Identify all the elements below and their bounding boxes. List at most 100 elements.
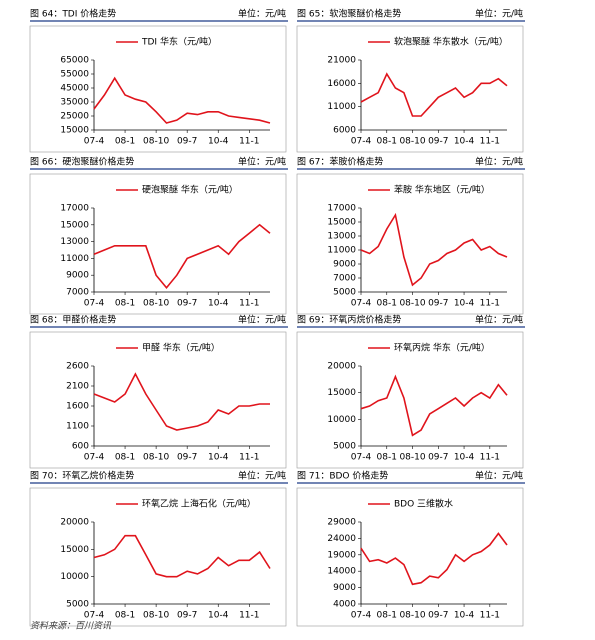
panel-caption: 图 66：硬泡聚醚价格走势 — [30, 156, 134, 168]
x-tick-label: 08-10 — [399, 611, 425, 621]
chart-frame — [29, 173, 287, 315]
x-tick-label: 10-4 — [454, 299, 475, 309]
x-tick-label: 09-7 — [428, 137, 448, 147]
legend-label: 苯胺 华东地区（元/吨） — [394, 184, 490, 196]
x-tick-label: 08-1 — [115, 611, 135, 621]
y-tick-label: 1100 — [66, 422, 89, 432]
y-tick-label: 15000 — [327, 388, 356, 398]
x-tick-label: 07-4 — [351, 299, 372, 309]
panel-unit: 单位：元/吨 — [475, 470, 523, 482]
chart-frame — [29, 487, 287, 627]
panel-caption: 图 65：软泡聚醚价格走势 — [297, 8, 401, 20]
price-line — [360, 212, 508, 287]
panel-caption: 图 67：苯胺价格走势 — [297, 156, 383, 168]
y-tick-label: 13000 — [327, 232, 356, 242]
x-tick-label: 10-4 — [208, 299, 229, 309]
panel-unit: 单位：元/吨 — [238, 156, 286, 168]
x-tick-label: 08-1 — [377, 453, 397, 463]
x-tick-label: 07-4 — [351, 611, 372, 621]
x-tick-label: 10-4 — [208, 611, 229, 621]
y-tick-label: 11000 — [327, 102, 356, 112]
price-line — [93, 372, 270, 431]
y-tick-label: 2600 — [66, 362, 89, 372]
y-tick-label: 19000 — [327, 550, 356, 560]
panel-unit: 单位：元/吨 — [475, 314, 523, 326]
x-tick-label: 08-10 — [143, 137, 169, 147]
chart-frame — [296, 487, 524, 627]
x-tick-label: 07-4 — [84, 137, 105, 147]
y-tick-label: 45000 — [60, 84, 89, 94]
y-tick-label: 11000 — [60, 254, 89, 264]
x-tick-label: 08-10 — [399, 137, 425, 147]
y-tick-label: 16000 — [327, 79, 356, 89]
x-tick-label: 11-1 — [239, 137, 259, 147]
y-tick-label: 11000 — [327, 246, 356, 256]
x-tick-label: 11-1 — [480, 611, 500, 621]
x-tick-label: 10-4 — [208, 137, 229, 147]
x-tick-label: 09-7 — [177, 299, 197, 309]
legend-label: TDI 华东（元/吨） — [141, 36, 217, 48]
y-tick-label: 17000 — [60, 204, 89, 214]
y-tick-label: 5000 — [333, 442, 356, 452]
x-tick-label: 08-10 — [143, 611, 169, 621]
chart-frame — [29, 331, 287, 469]
x-tick-label: 08-10 — [143, 299, 169, 309]
x-tick-label: 07-4 — [351, 453, 372, 463]
panel-caption: 图 68：甲醛价格走势 — [30, 314, 116, 326]
y-tick-label: 2100 — [66, 382, 89, 392]
x-tick-label: 09-7 — [428, 611, 448, 621]
chart-panel: 图 70：环氧乙烷价格走势 单位：元/吨 5000 10000 15000 20000 07… — [29, 470, 288, 627]
x-tick-label: 08-1 — [115, 137, 135, 147]
y-tick-label: 7000 — [333, 274, 356, 284]
panel-unit: 单位：元/吨 — [238, 470, 286, 482]
x-tick-label: 10-4 — [454, 611, 475, 621]
y-tick-label: 9000 — [333, 260, 356, 270]
chart-panel: 图 68：甲醛价格走势 单位：元/吨 600 1100 1600 2100 2600 07-4… — [29, 314, 288, 469]
x-tick-label: 08-1 — [377, 611, 397, 621]
price-line — [360, 532, 508, 586]
x-tick-label: 11-1 — [480, 299, 500, 309]
x-tick-label: 08-1 — [377, 299, 397, 309]
y-tick-label: 20000 — [327, 362, 356, 372]
x-tick-label: 08-1 — [377, 137, 397, 147]
y-tick-label: 7000 — [66, 288, 89, 298]
x-tick-label: 11-1 — [480, 453, 500, 463]
price-line — [93, 76, 271, 124]
price-line — [93, 223, 271, 290]
y-tick-label: 4000 — [333, 600, 356, 610]
y-tick-label: 9000 — [333, 583, 356, 593]
x-tick-label: 07-4 — [84, 453, 105, 463]
x-tick-label: 09-7 — [177, 137, 197, 147]
x-tick-label: 07-4 — [84, 611, 105, 621]
chart-panel: 图 69：环氧丙烷价格走势 单位：元/吨 5000 10000 15000 20000 07… — [296, 314, 525, 469]
panel-caption: 图 64：TDI 价格走势 — [30, 8, 116, 20]
y-tick-label: 35000 — [60, 98, 89, 108]
y-tick-label: 9000 — [66, 271, 89, 281]
legend-label: 软泡聚醚 华东散水（元/吨） — [394, 36, 508, 48]
x-tick-label: 11-1 — [239, 611, 259, 621]
x-tick-label: 08-1 — [115, 299, 135, 309]
chart-panel: 图 64：TDI 价格走势 单位：元/吨 15000 25000 35000 45000 5… — [29, 8, 288, 153]
y-tick-label: 25000 — [60, 112, 89, 122]
price-line — [93, 534, 271, 578]
y-tick-label: 600 — [72, 442, 89, 452]
panel-unit: 单位：元/吨 — [475, 8, 523, 20]
y-tick-label: 15000 — [60, 545, 89, 555]
legend-label: 环氧乙烷 上海石化（元/吨） — [142, 498, 256, 510]
x-tick-label: 11-1 — [480, 137, 500, 147]
x-tick-label: 10-4 — [454, 453, 475, 463]
y-tick-label: 5000 — [333, 288, 356, 298]
y-tick-label: 20000 — [60, 518, 89, 528]
x-tick-label: 07-4 — [84, 299, 105, 309]
y-tick-label: 15000 — [60, 220, 89, 230]
y-tick-label: 13000 — [60, 237, 89, 247]
legend-label: 甲醛 华东（元/吨） — [142, 342, 220, 354]
y-tick-label: 6000 — [333, 126, 356, 136]
y-tick-label: 29000 — [327, 518, 356, 528]
y-tick-label: 15000 — [60, 126, 89, 136]
y-tick-label: 10000 — [60, 572, 89, 582]
y-tick-label: 24000 — [327, 534, 356, 544]
chart-panel: 图 65：软泡聚醚价格走势 单位：元/吨 6000 11000 16000 21000 07… — [296, 8, 525, 153]
